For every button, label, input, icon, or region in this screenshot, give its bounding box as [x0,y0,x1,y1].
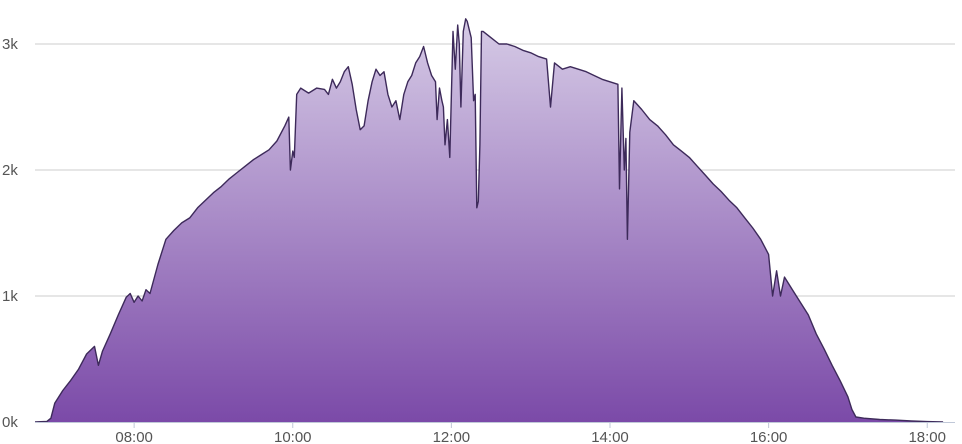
x-axis-labels: 08:00 10:00 12:00 14:00 16:00 18:00 [115,429,946,444]
x-tick-label: 08:00 [115,429,153,444]
y-tick-label: 1k [2,288,18,305]
x-tick-label: 16:00 [750,429,788,444]
axes [35,422,955,428]
series-line [34,18,944,423]
y-axis-labels: 0k 1k 2k 3k [2,36,18,431]
y-tick-label: 3k [2,36,18,53]
y-tick-label: 0k [2,414,18,431]
y-tick-label: 2k [2,162,18,179]
x-tick-label: 14:00 [591,429,629,444]
x-tick-label: 10:00 [274,429,312,444]
x-tick-label: 18:00 [908,429,946,444]
x-tick-label: 12:00 [433,429,471,444]
series-area [34,18,944,423]
area-fill [35,18,944,423]
